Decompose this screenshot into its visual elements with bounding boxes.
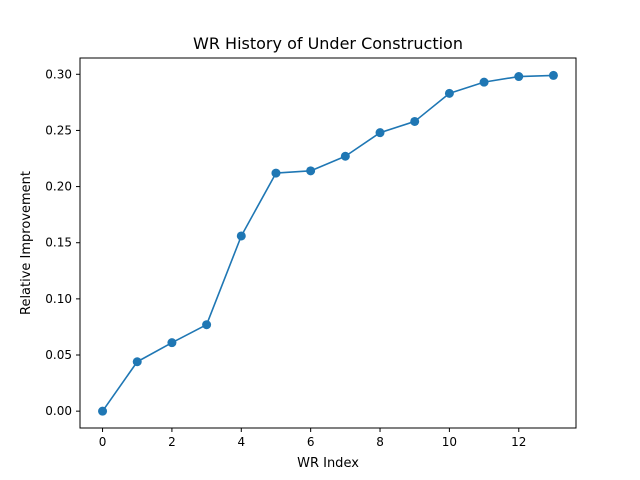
y-tick-label: 0.20: [45, 180, 72, 194]
y-tick-label: 0.05: [45, 348, 72, 362]
x-tick-label: 6: [307, 435, 315, 449]
y-tick-label: 0.15: [45, 236, 72, 250]
x-axis-label: WR Index: [297, 456, 359, 471]
x-tick-label: 12: [511, 435, 526, 449]
x-tick-label: 0: [99, 435, 107, 449]
data-point: [306, 166, 316, 176]
y-axis: 0.00 0.05 0.10 0.15 0.20 0.25 0.30: [45, 67, 80, 418]
data-point: [548, 70, 558, 80]
series-line: [101, 74, 555, 412]
data-point: [444, 88, 454, 98]
data-point: [98, 406, 108, 416]
plot-area: [98, 70, 558, 416]
data-point: [132, 357, 142, 367]
chart-title: WR History of Under Construction: [193, 34, 463, 53]
data-point: [375, 128, 385, 138]
data-point: [514, 72, 524, 82]
data-point: [479, 77, 489, 87]
axes-frame: [79, 57, 577, 429]
x-tick-label: 4: [237, 435, 245, 449]
x-tick-label: 8: [376, 435, 384, 449]
y-tick-label: 0.00: [45, 404, 72, 418]
y-axis-label: Relative Improvement: [19, 171, 34, 315]
y-tick-label: 0.10: [45, 292, 72, 306]
data-point: [271, 168, 281, 178]
data-point: [340, 151, 350, 161]
x-tick-label: 2: [168, 435, 176, 449]
data-point: [202, 320, 212, 330]
x-axis: 0 2 4 6 8 10 12: [99, 428, 526, 449]
y-tick-label: 0.30: [45, 67, 72, 81]
x-tick-label: 10: [442, 435, 457, 449]
data-point: [167, 338, 177, 348]
data-point: [410, 116, 420, 126]
data-point: [236, 231, 246, 241]
y-tick-label: 0.25: [45, 123, 72, 137]
